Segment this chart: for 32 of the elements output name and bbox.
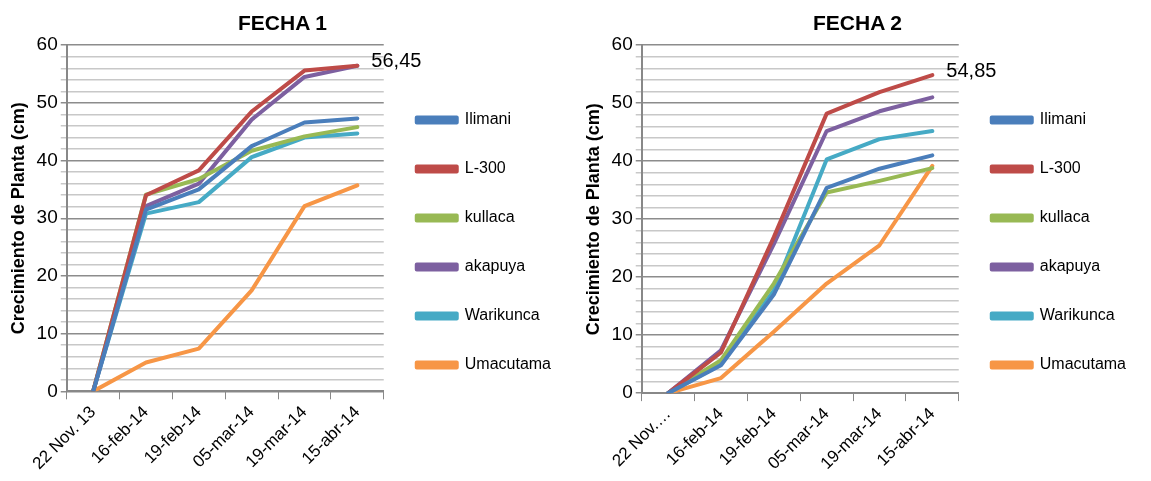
chart-title: FECHA 1 <box>237 11 328 35</box>
y-tick-label: 10 <box>36 321 58 343</box>
legend-label: akapuya <box>1039 257 1101 275</box>
y-axis-title: Crecimiento de Planta (cm) <box>582 103 603 336</box>
legend-label: Umacutama <box>1039 355 1127 373</box>
legend-label: kullaca <box>464 208 515 226</box>
legend-label: Warikunca <box>1039 306 1115 324</box>
y-tick-label: 40 <box>611 149 633 171</box>
legend-label: akapuya <box>464 257 526 275</box>
y-tick-label: 0 <box>47 379 58 401</box>
y-tick-label: 50 <box>36 91 58 113</box>
y-tick-label: 50 <box>611 91 633 113</box>
y-tick-label: 20 <box>611 265 633 287</box>
legend-label: Ilimani <box>1039 110 1086 128</box>
chart-title: FECHA 2 <box>812 11 903 35</box>
annotation: 54,85 <box>946 58 997 81</box>
legend-label: Ilimani <box>464 110 511 128</box>
y-tick-label: 0 <box>622 381 633 403</box>
annotation: 56,45 <box>371 49 422 72</box>
legend-label: Umacutama <box>464 355 552 373</box>
y-tick-label: 30 <box>611 207 633 229</box>
y-tick-label: 20 <box>36 264 58 286</box>
y-tick-label: 30 <box>36 206 58 228</box>
legend-label: kullaca <box>1039 208 1090 226</box>
y-tick-label: 60 <box>36 33 58 55</box>
y-tick-label: 40 <box>36 148 58 170</box>
legend-label: Warikunca <box>464 306 540 324</box>
legend-label: L-300 <box>1039 159 1081 177</box>
y-axis-title: Crecimiento de Planta (cm) <box>7 102 28 335</box>
legend-label: L-300 <box>464 159 506 177</box>
y-tick-label: 10 <box>611 323 633 345</box>
y-tick-label: 60 <box>611 33 633 55</box>
